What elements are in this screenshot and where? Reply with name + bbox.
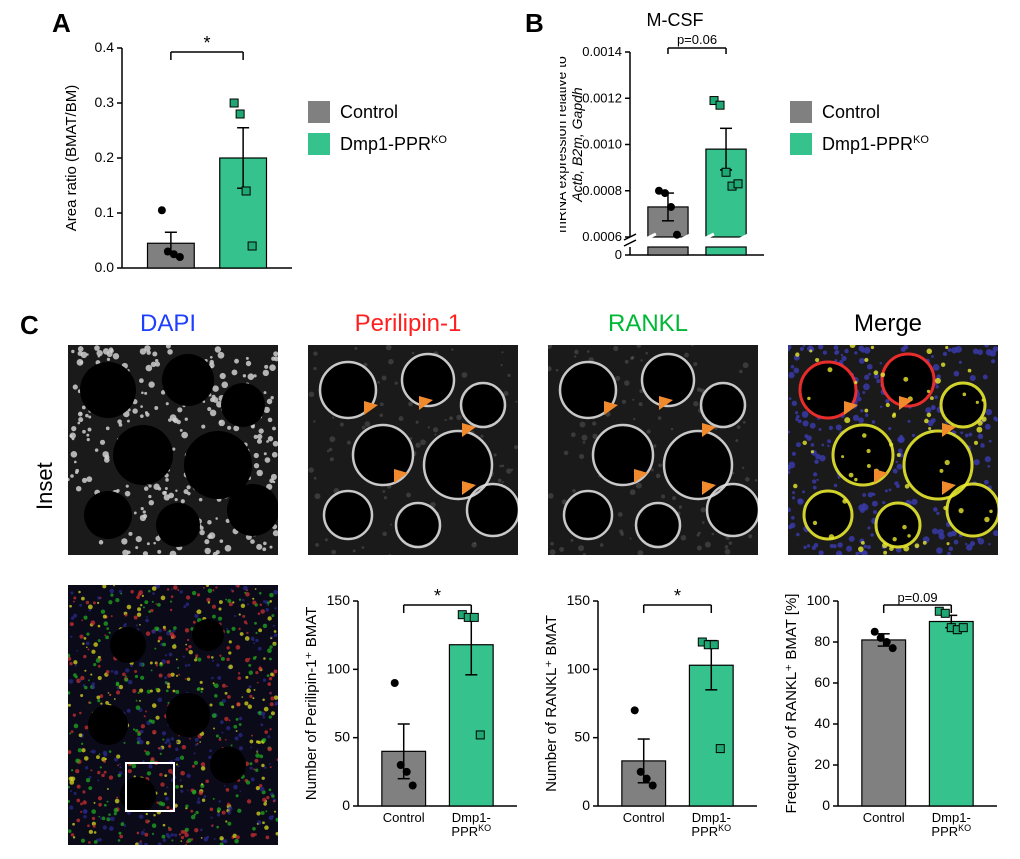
svg-text:Dmp1-PPRKO: Dmp1-PPRKO	[822, 134, 929, 154]
svg-text:p=0.06: p=0.06	[677, 32, 717, 47]
svg-text:Number of RANKL⁺ BMAT: Number of RANKL⁺ BMAT	[543, 615, 560, 792]
svg-text:0.0014: 0.0014	[582, 44, 622, 59]
svg-text:*: *	[674, 586, 681, 606]
micrograph-lowmag	[68, 585, 278, 845]
svg-text:0: 0	[615, 247, 622, 262]
svg-text:PPRKO: PPRKO	[691, 823, 731, 839]
svg-text:0: 0	[822, 797, 830, 813]
chart-B-title: M-CSF	[595, 10, 755, 31]
channel-title-merge: Merge	[783, 310, 993, 338]
svg-text:PPRKO: PPRKO	[931, 823, 971, 839]
legend: Control Dmp1-PPRKO	[308, 95, 508, 165]
svg-text:50: 50	[574, 729, 590, 745]
micrograph-dapi	[68, 345, 278, 555]
svg-text:20: 20	[814, 756, 830, 772]
svg-text:80: 80	[814, 633, 830, 649]
panel-letter-C: C	[20, 310, 39, 341]
svg-text:*: *	[434, 586, 441, 606]
svg-text:100: 100	[807, 592, 831, 608]
micrograph-perilipin	[308, 345, 518, 555]
svg-text:0.0006: 0.0006	[582, 229, 622, 244]
legend: Control Dmp1-PPRKO	[790, 95, 990, 165]
svg-text:PPRKO: PPRKO	[451, 823, 491, 839]
svg-text:60: 60	[814, 674, 830, 690]
chart-A: 0.0 0.1 0.2 0.3 0.4 * Area ratio (BMAT/BM)	[60, 18, 300, 288]
svg-text:0: 0	[582, 797, 590, 813]
svg-text:0.0010: 0.0010	[582, 137, 622, 152]
svg-text:p=0.09: p=0.09	[897, 590, 937, 605]
svg-text:0.4: 0.4	[95, 39, 115, 55]
chart-freq: 020406080100ControlDmp1-PPRKOp=0.09Frequ…	[780, 575, 1005, 850]
svg-text:Control: Control	[863, 810, 905, 825]
svg-text:Dmp1-PPRKO: Dmp1-PPRKO	[340, 134, 447, 154]
svg-text:0.0012: 0.0012	[582, 90, 622, 105]
svg-text:150: 150	[567, 592, 591, 608]
svg-text:Number of Perilipin-1⁺ BMAT: Number of Perilipin-1⁺ BMAT	[303, 607, 320, 801]
channel-title-perilipin-1: Perilipin-1	[303, 310, 513, 338]
svg-text:100: 100	[567, 660, 591, 676]
svg-text:0.1: 0.1	[95, 204, 115, 220]
channel-title-dapi: DAPI	[63, 310, 273, 338]
svg-text:40: 40	[814, 715, 830, 731]
inset-label: Inset	[32, 462, 58, 510]
svg-text:Control: Control	[822, 102, 880, 122]
chart-rankl: 050100150ControlDmp1-PPRKO*Number of RAN…	[540, 575, 765, 850]
svg-text:Control: Control	[623, 810, 665, 825]
svg-text:50: 50	[334, 729, 350, 745]
svg-text:0.0: 0.0	[95, 259, 115, 275]
svg-text:Control: Control	[340, 102, 398, 122]
svg-text:Control: Control	[383, 810, 425, 825]
svg-text:Frequency of RANKL⁺ BMAT [%]: Frequency of RANKL⁺ BMAT [%]	[783, 594, 800, 814]
svg-text:0: 0	[342, 797, 350, 813]
svg-text:*: *	[203, 33, 210, 53]
svg-text:mRNA expression relative toAct: mRNA expression relative toActb, B2m, Ga…	[560, 56, 585, 233]
chart-B: 0.0006 0.0008 0.0010 0.0012 0.0014 0 p=0.06 mRN…	[560, 32, 770, 297]
panel-letter-B: B	[525, 8, 544, 39]
svg-text:150: 150	[327, 592, 351, 608]
svg-text:100: 100	[327, 660, 351, 676]
channel-title-rankl: RANKL	[543, 310, 753, 338]
chart-perilipin: 050100150ControlDmp1-PPRKO*Number of Per…	[300, 575, 525, 850]
svg-text:0.0008: 0.0008	[582, 183, 622, 198]
svg-text:Area ratio (BMAT/BM): Area ratio (BMAT/BM)	[63, 85, 80, 231]
svg-text:0.3: 0.3	[95, 94, 115, 110]
svg-text:0.2: 0.2	[95, 149, 115, 165]
micrograph-rankl	[548, 345, 758, 555]
micrograph-merge	[788, 345, 998, 555]
